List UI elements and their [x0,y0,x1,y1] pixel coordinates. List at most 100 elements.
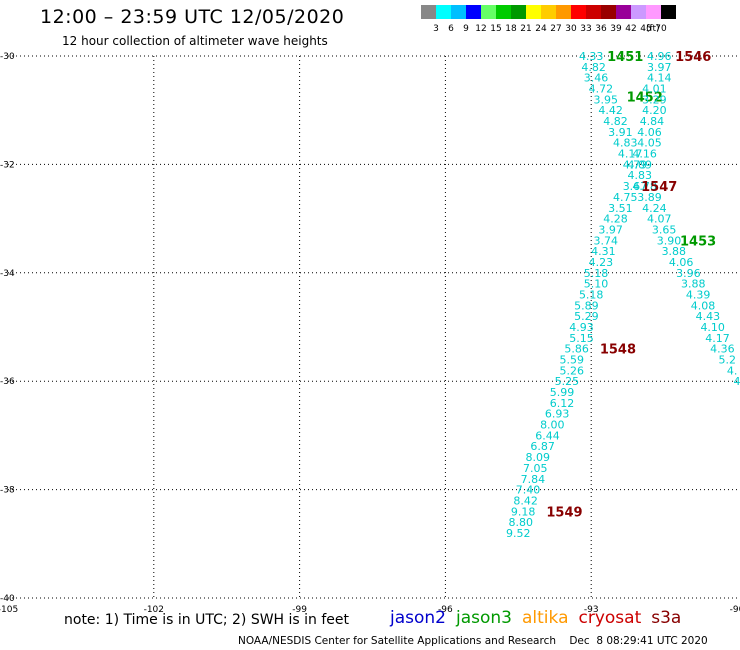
color-swatch [586,5,601,19]
wave-height-label: 4.08 [691,299,716,312]
lon-tick-label: -99 [292,605,307,615]
page-subtitle: 12 hour collection of altimeter wave hei… [62,34,328,48]
color-scale-label: 6 [448,24,454,34]
color-scale-unit: (ft) [646,24,660,34]
wave-height-label: 3.67 [623,180,648,193]
legend-item: jason2 [390,608,446,628]
color-swatch [601,5,616,19]
wave-height-label: 7.40 [516,484,541,497]
wave-height-label: 4. [727,364,738,377]
color-scale-label: 3 [433,24,439,34]
color-scale-label: 15 [490,24,502,34]
wave-height-label: 3.90 [657,234,682,247]
color-swatch [496,5,511,19]
pass-time-label: 1546 [675,50,711,65]
wave-height-label: 7.05 [523,462,548,475]
wave-height-label: 3.95 [594,93,619,106]
wave-height-label: 5.59 [560,354,585,367]
color-swatch [526,5,541,19]
lat-tick-label: -32 [0,160,15,170]
wave-height-label: 9.52 [506,527,531,540]
page-title: 12:00 – 23:59 UTC 12/05/2020 [40,6,345,28]
wave-height-label: 3.91 [608,126,633,139]
wave-height-label: 4.43 [696,310,721,323]
lat-tick-label: -38 [0,486,15,496]
wave-height-label: 3.46 [584,72,609,85]
wave-height-label: 4.83 [628,169,653,182]
wave-height-label: 4.84 [640,115,665,128]
color-swatch [646,5,661,19]
lat-tick-label: -34 [0,269,15,279]
color-swatch [421,5,436,19]
wave-height-label: 4.07 [647,213,672,226]
color-swatch [451,5,466,19]
wave-height-label: 4.17 [705,332,730,345]
wave-height-label: 4.39 [686,288,711,301]
lat-tick-label: -30 [0,52,15,62]
wave-height-label: 4.24 [642,202,667,215]
wave-height-label: 8.00 [540,419,565,432]
color-swatch [616,5,631,19]
wave-height-label: 3.74 [594,234,619,247]
color-swatch [631,5,646,19]
wave-height-label: 5.99 [550,386,575,399]
wave-height-label: 4.01 [642,83,667,96]
wave-height-label: 4.33 [579,50,604,63]
wave-height-label: 3.29 [642,93,667,106]
color-swatch [661,5,676,19]
wave-height-label: 3.88 [662,245,687,258]
wave-height-label: 4.83 [613,137,638,150]
wave-height-label: 4.17 [618,148,643,161]
lat-tick-label: -40 [0,594,15,604]
color-scale-label: 21 [520,24,532,34]
wave-height-label: 5.15 [569,332,594,345]
wave-height-label: 3.97 [598,223,623,236]
color-scale-label: 70 [655,24,667,34]
wave-height-label: 6.12 [550,397,575,410]
color-scale-label: 27 [550,24,562,34]
wave-height-label: 4.79 [623,158,648,171]
legend-item: altika [522,608,569,628]
wave-height-label: 4.06 [637,126,662,139]
wave-height-label: 4.96 [647,50,672,63]
color-swatch [481,5,496,19]
color-scale-label: 45 [640,24,652,34]
color-swatch [571,5,586,19]
wave-height-label: 4.36 [710,343,735,356]
wave-height-label: 4.14 [647,72,672,85]
wave-height-label: 7.84 [521,473,546,486]
pass-time-label: 1452 [627,91,663,106]
wave-height-label: 4.28 [603,213,628,226]
wave-height-label: 5.26 [560,364,585,377]
wave-height-label: 4 [734,375,740,388]
wave-height-label: 4.82 [581,61,606,74]
legend-item: cryosat [578,608,642,628]
wave-height-label: 5.25 [555,375,580,388]
wave-height-label: 5.18 [579,288,604,301]
wave-height-label: 4.75 [613,191,638,204]
wave-height-label: 4.93 [569,321,594,334]
wave-height-label: 4.20 [642,104,667,117]
wave-height-label: 6.93 [545,408,570,421]
wave-height-label: 4.23 [589,256,614,269]
color-swatch [511,5,526,19]
wave-height-label: 4.31 [591,245,616,258]
lon-tick-label: -105 [0,605,18,615]
wave-height-label: 3.97 [647,61,672,74]
wave-height-label: 3.88 [681,278,706,291]
color-scale-label: 12 [475,24,487,34]
lon-tick-label: -96 [438,605,453,615]
pass-time-label: 1549 [546,505,582,520]
wave-height-label: 5.86 [564,343,589,356]
wave-height-label: 9.18 [511,505,536,518]
pass-time-label: 1453 [680,234,716,249]
wave-height-label: 4.09 [628,158,653,171]
color-scale-label: 42 [625,24,637,34]
wave-height-label: 8.09 [525,451,550,464]
lon-tick-label: -93 [584,605,599,615]
color-scale-label: 33 [580,24,592,34]
lon-tick-label: -102 [144,605,164,615]
color-swatch [466,5,481,19]
lat-tick-label: -36 [0,377,15,387]
